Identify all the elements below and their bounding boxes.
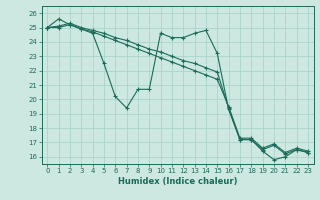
X-axis label: Humidex (Indice chaleur): Humidex (Indice chaleur) bbox=[118, 177, 237, 186]
